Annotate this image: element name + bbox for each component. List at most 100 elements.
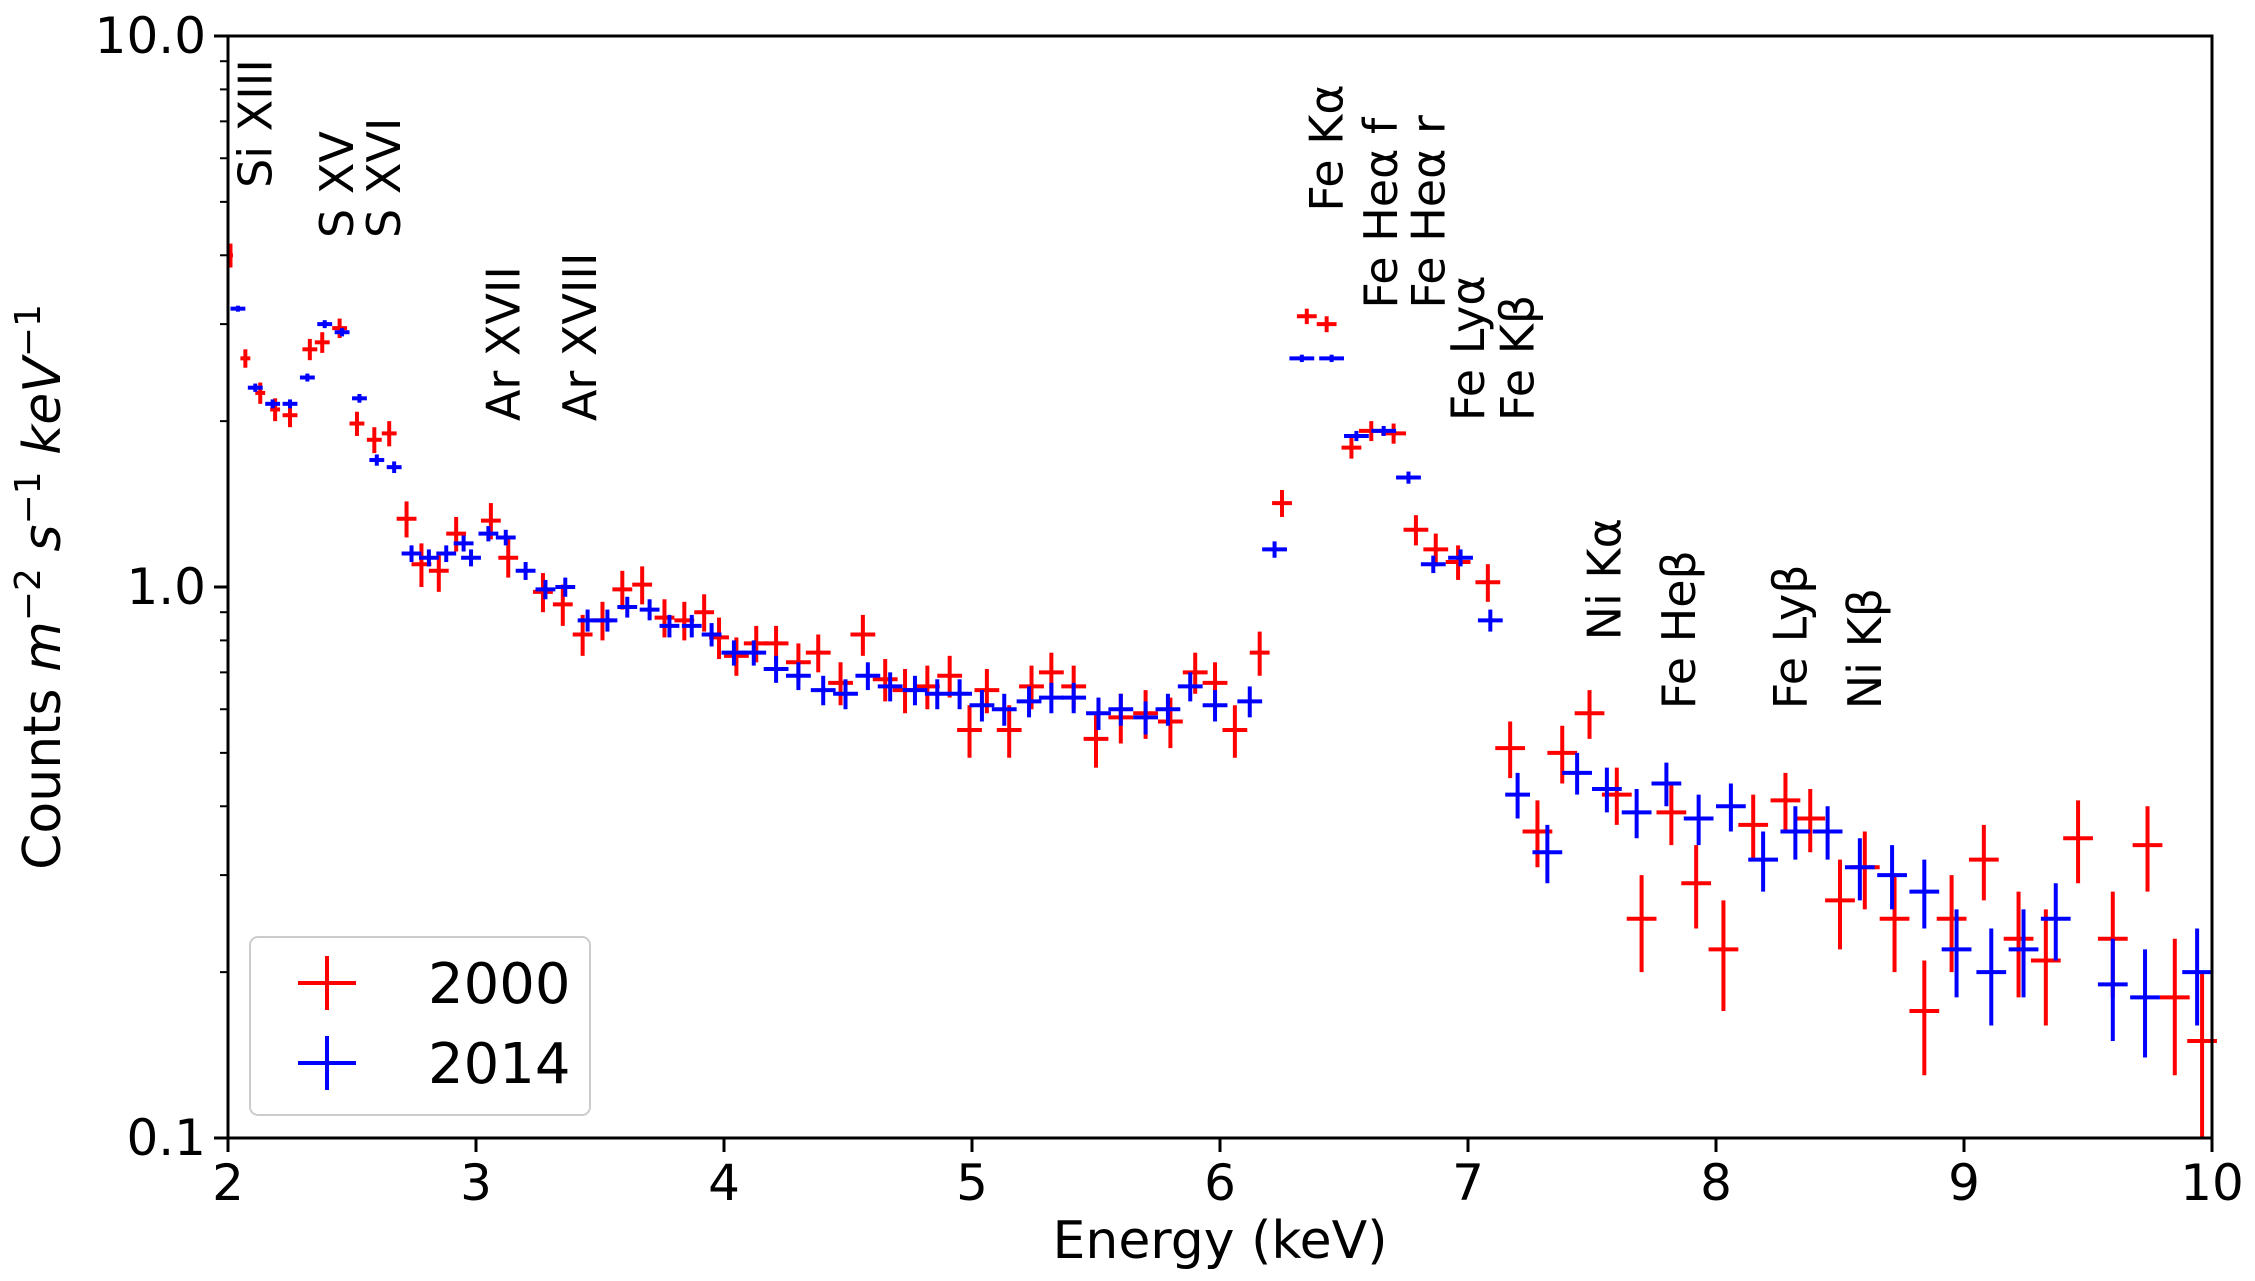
data-point: [741, 640, 767, 666]
data-point: [617, 596, 638, 618]
data-point: [833, 679, 858, 710]
data-point: [632, 566, 653, 605]
data-point: [1909, 960, 1940, 1076]
data-point: [515, 562, 536, 580]
line-annotation: Fe Kα: [1300, 84, 1354, 211]
y-axis-title: Counts m−2 s−1 keV−1: [8, 304, 74, 870]
data-point: [1592, 767, 1622, 813]
data-point: [317, 320, 333, 329]
data-point: [1532, 824, 1563, 884]
data-point: [1562, 752, 1592, 795]
data-point: [535, 579, 556, 600]
data-point: [1681, 845, 1712, 929]
data-point: [2132, 806, 2163, 892]
line-annotation: Ni Kβ: [1838, 588, 1892, 709]
data-point: [1177, 672, 1203, 702]
data-point: [1319, 354, 1344, 363]
data-point: [1879, 875, 1910, 973]
x-tick-label: 9: [1948, 1154, 1980, 1212]
data-point: [659, 614, 680, 638]
data-point: [1683, 794, 1714, 846]
data-point: [1423, 533, 1449, 567]
data-point: [1371, 425, 1397, 436]
data-point: [1574, 690, 1605, 739]
data-point: [1968, 824, 1999, 901]
data-point: [299, 373, 315, 382]
series-2000: [228, 243, 2217, 1138]
data-series-layer: [228, 243, 2217, 1138]
data-point: [1341, 437, 1362, 459]
data-point: [855, 662, 881, 691]
data-point: [1316, 316, 1337, 333]
data-point: [1420, 555, 1446, 574]
data-point: [1909, 859, 1940, 929]
data-point: [877, 672, 903, 702]
x-axis-title: Energy (keV): [1053, 1211, 1388, 1271]
data-point: [681, 614, 702, 638]
data-point: [2008, 909, 2039, 998]
data-point: [1155, 693, 1181, 726]
legend-label-2014: 2014: [428, 1032, 571, 1097]
data-point: [805, 634, 831, 673]
data-point: [1936, 875, 1967, 973]
x-tick-label: 2: [212, 1154, 244, 1212]
data-point: [701, 623, 722, 647]
data-point: [401, 545, 422, 563]
data-point: [763, 655, 789, 683]
data-point: [1344, 430, 1369, 442]
data-point: [1849, 831, 1880, 910]
data-point: [1976, 928, 2007, 1026]
data-point: [1038, 682, 1064, 714]
data-point: [2130, 949, 2160, 1058]
data-point: [1770, 772, 1801, 832]
data-point: [1825, 859, 1855, 950]
data-point: [230, 305, 246, 312]
data-point: [2003, 891, 2034, 998]
data-point: [937, 655, 963, 698]
data-point: [1505, 772, 1530, 819]
line-annotation: Ar XVIII: [553, 252, 607, 421]
data-point: [1262, 541, 1287, 558]
x-tick-label: 3: [460, 1154, 492, 1212]
data-point: [1086, 697, 1111, 731]
data-point: [1272, 489, 1292, 517]
data-point: [302, 338, 318, 361]
data-point: [850, 614, 876, 656]
data-point: [1877, 845, 1907, 910]
data-point: [334, 328, 350, 337]
data-point: [1133, 701, 1158, 735]
y-tick-label: 0.1: [126, 1109, 206, 1167]
data-point: [1237, 686, 1263, 718]
data-point: [386, 461, 402, 474]
data-point: [555, 577, 576, 597]
data-point: [1626, 875, 1657, 973]
data-point: [597, 609, 618, 632]
legend: 2000 2014: [249, 936, 591, 1116]
data-point: [1108, 693, 1134, 726]
data-point: [1222, 705, 1248, 758]
data-point: [1738, 794, 1769, 860]
data-point: [1495, 721, 1526, 779]
data-point: [1403, 515, 1429, 546]
data-point: [577, 609, 598, 632]
line-annotation: Ar XVII: [476, 266, 530, 421]
line-annotation: Ni Kα: [1577, 518, 1631, 640]
data-point: [2159, 938, 2190, 1076]
y-axis-ticks: 0.1 1.0 10.0: [95, 7, 228, 1167]
line-annotation: Fe Lyα: [1441, 275, 1495, 421]
data-point: [1844, 838, 1875, 901]
data-point: [349, 411, 365, 436]
data-point: [1708, 900, 1739, 1012]
data-point: [396, 501, 417, 538]
data-point: [1061, 682, 1087, 714]
data-point: [498, 539, 519, 578]
data-point: [724, 637, 749, 676]
series-2014: [230, 305, 2212, 1058]
data-point: [694, 594, 715, 632]
data-point: [552, 584, 573, 626]
data-point: [1780, 806, 1811, 860]
data-point: [1716, 783, 1746, 832]
data-point: [996, 705, 1022, 758]
data-point: [1158, 697, 1183, 749]
data-point: [872, 659, 898, 702]
